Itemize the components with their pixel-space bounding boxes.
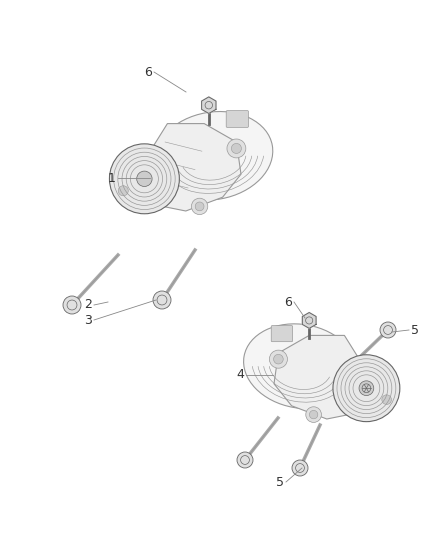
Polygon shape [201,97,216,114]
Text: 6: 6 [144,66,152,78]
Circle shape [227,139,246,158]
Circle shape [195,202,204,211]
Polygon shape [302,312,316,328]
Circle shape [231,143,241,154]
Text: 5: 5 [276,475,284,489]
Ellipse shape [244,324,357,409]
Circle shape [269,350,287,368]
Circle shape [309,410,318,419]
Circle shape [359,381,374,395]
Circle shape [306,407,321,423]
Circle shape [378,391,396,409]
Circle shape [118,185,128,196]
Circle shape [237,452,253,468]
Circle shape [153,291,171,309]
Circle shape [333,355,400,422]
Text: 5: 5 [411,324,419,336]
Circle shape [137,171,152,187]
Circle shape [382,395,392,405]
Circle shape [110,144,179,214]
Circle shape [380,322,396,338]
Circle shape [274,354,283,364]
Circle shape [191,198,208,215]
Polygon shape [145,124,241,211]
FancyBboxPatch shape [226,111,248,127]
Text: 3: 3 [84,313,92,327]
Text: 4: 4 [236,368,244,382]
Circle shape [114,181,133,200]
Text: 6: 6 [284,295,292,309]
Circle shape [292,460,308,476]
Circle shape [63,296,81,314]
Text: 2: 2 [84,298,92,311]
Ellipse shape [154,111,273,200]
Text: 1: 1 [108,172,116,184]
Polygon shape [274,335,367,419]
FancyBboxPatch shape [271,326,293,342]
